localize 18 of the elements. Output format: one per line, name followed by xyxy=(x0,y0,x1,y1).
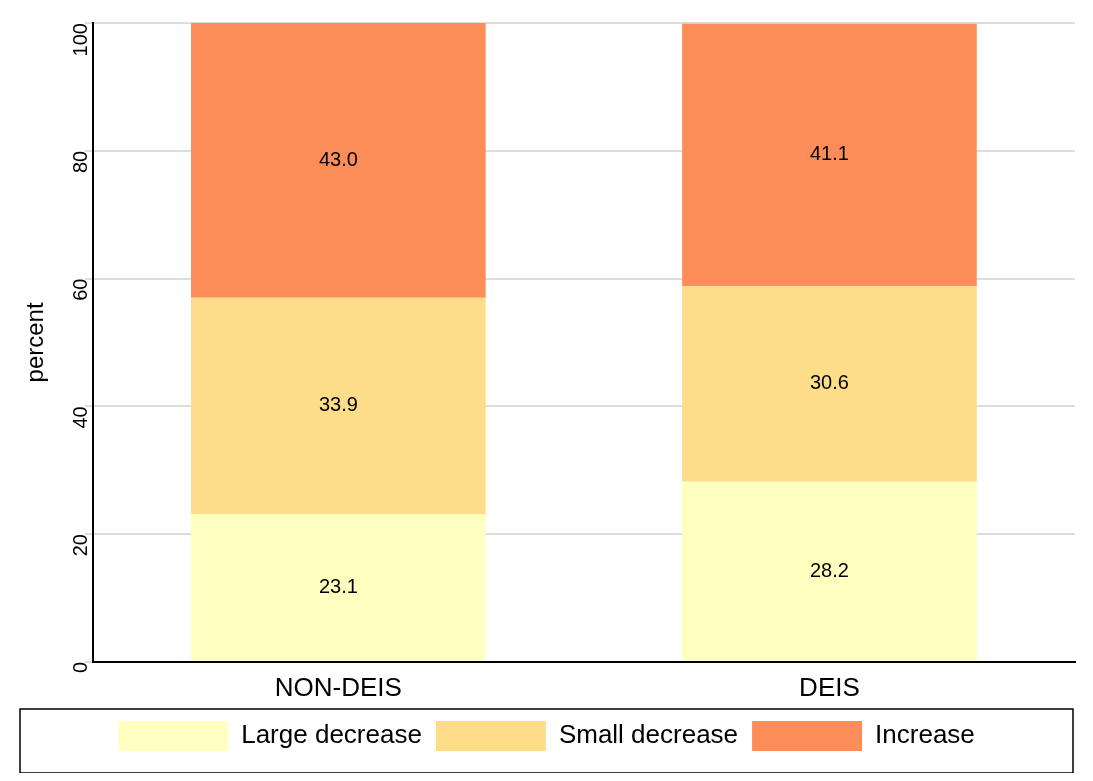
legend-label: Increase xyxy=(875,719,975,750)
data-label: 41.1 xyxy=(809,142,849,165)
x-tick-label: DEIS xyxy=(799,671,860,702)
x-tick-label: NON-DEIS xyxy=(274,671,402,702)
data-label: 28.2 xyxy=(809,558,849,581)
legend-label: Large decrease xyxy=(241,719,422,750)
data-label: 43.0 xyxy=(318,147,358,170)
y-tick-label: 60 xyxy=(69,278,92,301)
data-label: 30.6 xyxy=(809,371,849,394)
y-tick-label: 0 xyxy=(69,661,92,673)
data-label: 33.9 xyxy=(318,393,358,416)
y-axis-title: percent xyxy=(21,302,49,383)
y-tick-label: 20 xyxy=(69,534,92,557)
legend-label: Small decrease xyxy=(558,719,739,750)
y-tick-label: 40 xyxy=(69,406,92,429)
y-tick-label: 100 xyxy=(69,23,92,57)
y-tick-label: 80 xyxy=(69,150,92,174)
data-label: 23.1 xyxy=(318,575,358,598)
